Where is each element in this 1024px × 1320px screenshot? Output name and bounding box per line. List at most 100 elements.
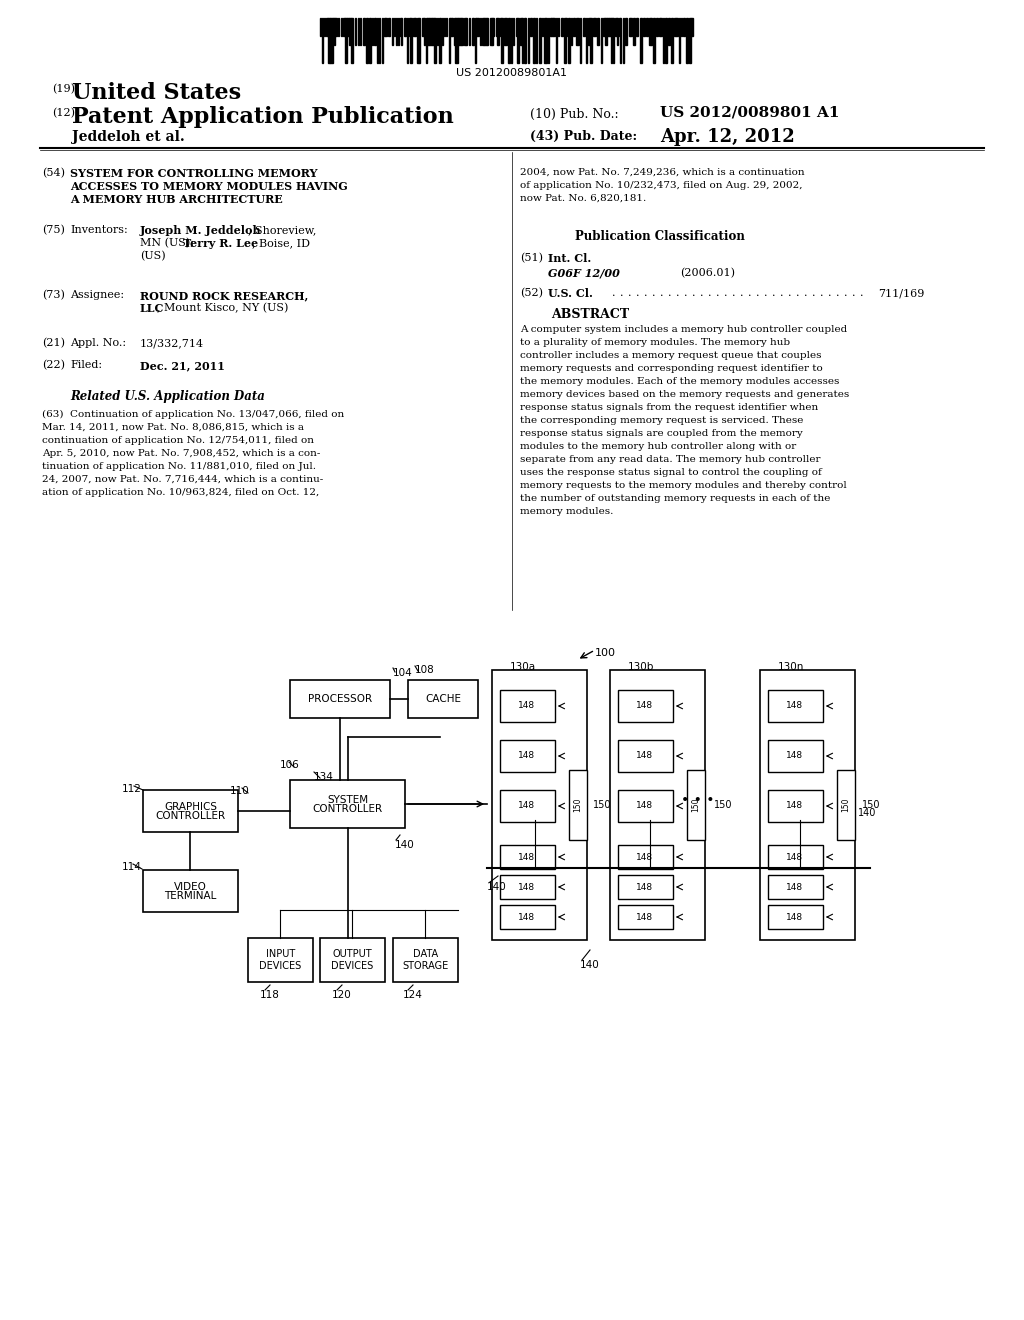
- Text: memory devices based on the memory requests and generates: memory devices based on the memory reque…: [520, 389, 849, 399]
- Text: 150: 150: [714, 800, 732, 810]
- Bar: [618, 845, 673, 869]
- Bar: [458, 18, 461, 45]
- Text: 148: 148: [518, 801, 536, 810]
- Text: 140: 140: [858, 808, 877, 818]
- Bar: [568, 18, 570, 63]
- Text: now Pat. No. 6,820,181.: now Pat. No. 6,820,181.: [520, 194, 646, 203]
- Bar: [424, 18, 425, 45]
- Bar: [443, 18, 445, 36]
- Text: controller includes a memory request queue that couples: controller includes a memory request que…: [520, 351, 821, 360]
- Text: 106: 106: [280, 760, 300, 770]
- Text: , Shoreview,: , Shoreview,: [248, 224, 316, 235]
- Bar: [544, 18, 547, 63]
- Text: 148: 148: [637, 853, 653, 862]
- Bar: [665, 18, 667, 63]
- Text: 148: 148: [637, 701, 653, 710]
- Bar: [248, 939, 313, 982]
- Bar: [330, 18, 333, 63]
- Text: (21): (21): [42, 338, 65, 348]
- Bar: [610, 671, 705, 940]
- Text: 130b: 130b: [628, 663, 654, 672]
- Text: (22): (22): [42, 360, 65, 371]
- Text: 150: 150: [691, 797, 700, 812]
- Text: 24, 2007, now Pat. No. 7,716,444, which is a continu-: 24, 2007, now Pat. No. 7,716,444, which …: [42, 475, 324, 484]
- Text: .: .: [724, 288, 727, 298]
- Text: .: .: [748, 288, 752, 298]
- Text: Filed:: Filed:: [70, 360, 102, 370]
- Text: 140: 140: [487, 882, 507, 892]
- Text: A computer system includes a memory hub controller coupled: A computer system includes a memory hub …: [520, 325, 847, 334]
- Bar: [486, 18, 488, 45]
- Text: SYSTEM: SYSTEM: [327, 795, 368, 805]
- Text: memory requests and corresponding request identifier to: memory requests and corresponding reques…: [520, 364, 822, 374]
- Bar: [553, 18, 555, 36]
- Bar: [515, 18, 517, 36]
- Bar: [668, 18, 670, 45]
- Bar: [497, 18, 499, 45]
- Bar: [388, 18, 390, 36]
- Bar: [768, 789, 823, 822]
- Text: .: .: [764, 288, 768, 298]
- Text: .: .: [860, 288, 863, 298]
- Text: MN (US);: MN (US);: [140, 238, 198, 248]
- Bar: [534, 18, 535, 63]
- Text: .: .: [644, 288, 647, 298]
- Text: separate from any read data. The memory hub controller: separate from any read data. The memory …: [520, 455, 820, 465]
- Text: (12): (12): [52, 108, 75, 119]
- Text: Assignee:: Assignee:: [70, 290, 124, 300]
- Bar: [427, 18, 428, 45]
- Text: U.S. Cl.: U.S. Cl.: [548, 288, 593, 300]
- Text: memory requests to the memory modules and thereby control: memory requests to the memory modules an…: [520, 480, 847, 490]
- Text: 124: 124: [403, 990, 423, 1001]
- Bar: [602, 18, 605, 36]
- Bar: [557, 18, 559, 36]
- Bar: [580, 18, 581, 63]
- Bar: [481, 18, 483, 45]
- Bar: [290, 680, 390, 718]
- Text: Publication Classification: Publication Classification: [575, 230, 744, 243]
- Bar: [362, 18, 365, 45]
- Bar: [426, 18, 427, 63]
- Bar: [760, 671, 855, 940]
- Bar: [461, 18, 463, 45]
- Text: .: .: [692, 288, 695, 298]
- Text: (19): (19): [52, 84, 75, 94]
- Text: 130n: 130n: [778, 663, 805, 672]
- Text: of application No. 10/232,473, filed on Aug. 29, 2002,: of application No. 10/232,473, filed on …: [520, 181, 803, 190]
- Bar: [689, 18, 690, 63]
- Text: tinuation of application No. 11/881,010, filed on Jul.: tinuation of application No. 11/881,010,…: [42, 462, 316, 471]
- Bar: [560, 18, 563, 36]
- Text: .: .: [772, 288, 775, 298]
- Bar: [837, 770, 855, 840]
- Bar: [366, 18, 368, 63]
- Bar: [290, 780, 406, 828]
- Bar: [600, 18, 602, 63]
- Text: .: .: [700, 288, 703, 298]
- Bar: [431, 18, 433, 45]
- Text: ACCESSES TO MEMORY MODULES HAVING: ACCESSES TO MEMORY MODULES HAVING: [70, 181, 348, 191]
- Text: 150: 150: [842, 797, 851, 812]
- Bar: [687, 770, 705, 840]
- Bar: [605, 18, 606, 45]
- Bar: [588, 18, 590, 45]
- Bar: [633, 18, 635, 45]
- Bar: [397, 18, 399, 45]
- Text: .: .: [708, 288, 712, 298]
- Text: 130a: 130a: [510, 663, 537, 672]
- Text: 120: 120: [332, 990, 352, 1001]
- Text: .: .: [716, 288, 720, 298]
- Bar: [476, 18, 478, 36]
- Bar: [629, 18, 630, 36]
- Bar: [685, 18, 687, 63]
- Text: , Mount Kisco, NY (US): , Mount Kisco, NY (US): [157, 304, 289, 313]
- Text: Apr. 5, 2010, now Pat. No. 7,908,452, which is a con-: Apr. 5, 2010, now Pat. No. 7,908,452, wh…: [42, 449, 321, 458]
- Bar: [436, 18, 438, 45]
- Bar: [555, 18, 557, 63]
- Bar: [347, 18, 349, 36]
- Bar: [645, 18, 647, 36]
- Bar: [640, 18, 641, 63]
- Text: 2004, now Pat. No. 7,249,236, which is a continuation: 2004, now Pat. No. 7,249,236, which is a…: [520, 168, 805, 177]
- Text: 148: 148: [786, 853, 804, 862]
- Text: 118: 118: [260, 990, 280, 1001]
- Bar: [511, 18, 512, 63]
